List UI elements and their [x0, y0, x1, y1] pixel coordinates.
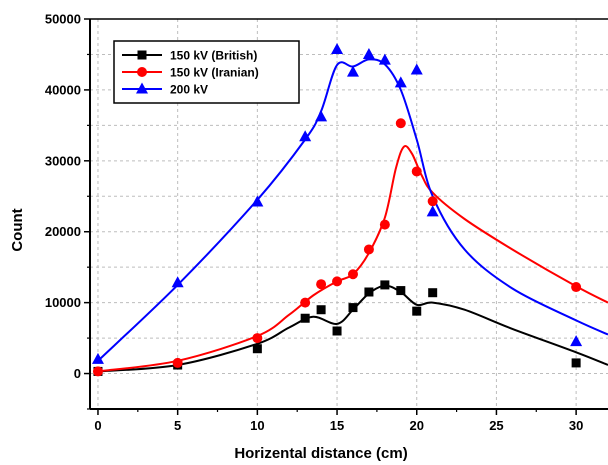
data-point-triangle	[331, 42, 344, 54]
legend-marker-triangle	[136, 82, 148, 94]
legend-marker-square	[137, 50, 147, 60]
x-tick-label: 30	[569, 418, 583, 433]
data-point-square	[252, 344, 262, 354]
legend-label: 200 kV	[170, 83, 208, 97]
y-tick-label: 50000	[45, 12, 81, 27]
data-point-square	[332, 326, 342, 336]
legend-marker-circle	[137, 67, 147, 77]
y-tick-label: 10000	[45, 295, 81, 310]
y-tick-label: 30000	[45, 153, 81, 168]
data-point-circle	[427, 196, 438, 207]
legend-label: 150 kV (Iranian)	[170, 66, 259, 80]
data-point-square	[380, 280, 390, 290]
x-tick-label: 25	[489, 418, 503, 433]
data-point-square	[412, 306, 422, 316]
y-tick-label: 0	[74, 366, 81, 381]
data-point-circle	[300, 297, 311, 308]
data-point-square	[348, 303, 358, 313]
data-point-triangle	[394, 76, 407, 88]
fit-curves	[97, 58, 608, 373]
tick-labels: 0 5 10 15 20 25 30 0 10000 20000 30000 40000 50000	[45, 12, 584, 434]
data-point-circle	[395, 118, 406, 129]
axes	[84, 18, 608, 415]
x-tick-label: 20	[410, 418, 424, 433]
data-point-triangle	[378, 53, 391, 65]
y-tick-label: 40000	[45, 82, 81, 97]
x-tick-label: 10	[250, 418, 264, 433]
data-point-square	[300, 313, 310, 323]
data-point-triangle	[362, 47, 375, 59]
fit-curve-triangle	[97, 58, 608, 362]
fit-curve-square	[97, 284, 608, 373]
data-point-triangle	[570, 335, 583, 347]
data-point-circle	[332, 276, 343, 287]
legend: 150 kV (British) 150 kV (Iranian) 200 kV	[113, 40, 300, 104]
x-tick-label: 15	[330, 418, 344, 433]
data-point-triangle	[299, 130, 312, 142]
data-point-circle	[411, 166, 422, 177]
data-point-triangle	[426, 205, 439, 217]
data-point-circle	[172, 357, 183, 368]
y-axis-title: Count	[9, 208, 26, 251]
data-point-triangle	[346, 65, 359, 77]
x-tick-label: 0	[94, 418, 101, 433]
data-point-square	[396, 286, 406, 296]
x-axis-title: Horizental distance (cm)	[234, 445, 407, 462]
data-point-square	[316, 305, 326, 315]
legend-label: 150 kV (British)	[170, 49, 257, 63]
fit-curve-circle	[97, 145, 608, 373]
data-point-triangle	[171, 276, 184, 288]
data-point-circle	[347, 269, 358, 280]
data-point-circle	[252, 333, 263, 344]
y-tick-label: 20000	[45, 224, 81, 239]
data-point-triangle	[91, 352, 104, 364]
data-point-circle	[363, 244, 374, 255]
data-markers	[91, 42, 583, 377]
data-point-square	[428, 288, 438, 298]
data-point-circle	[92, 366, 103, 377]
data-point-square	[571, 358, 581, 368]
data-point-triangle	[315, 110, 328, 122]
data-point-triangle	[251, 195, 264, 207]
data-point-circle	[379, 219, 390, 230]
data-point-triangle	[410, 63, 423, 75]
x-tick-label: 5	[174, 418, 181, 433]
data-point-circle	[571, 282, 582, 293]
data-point-circle	[316, 279, 327, 290]
data-point-square	[364, 287, 374, 297]
